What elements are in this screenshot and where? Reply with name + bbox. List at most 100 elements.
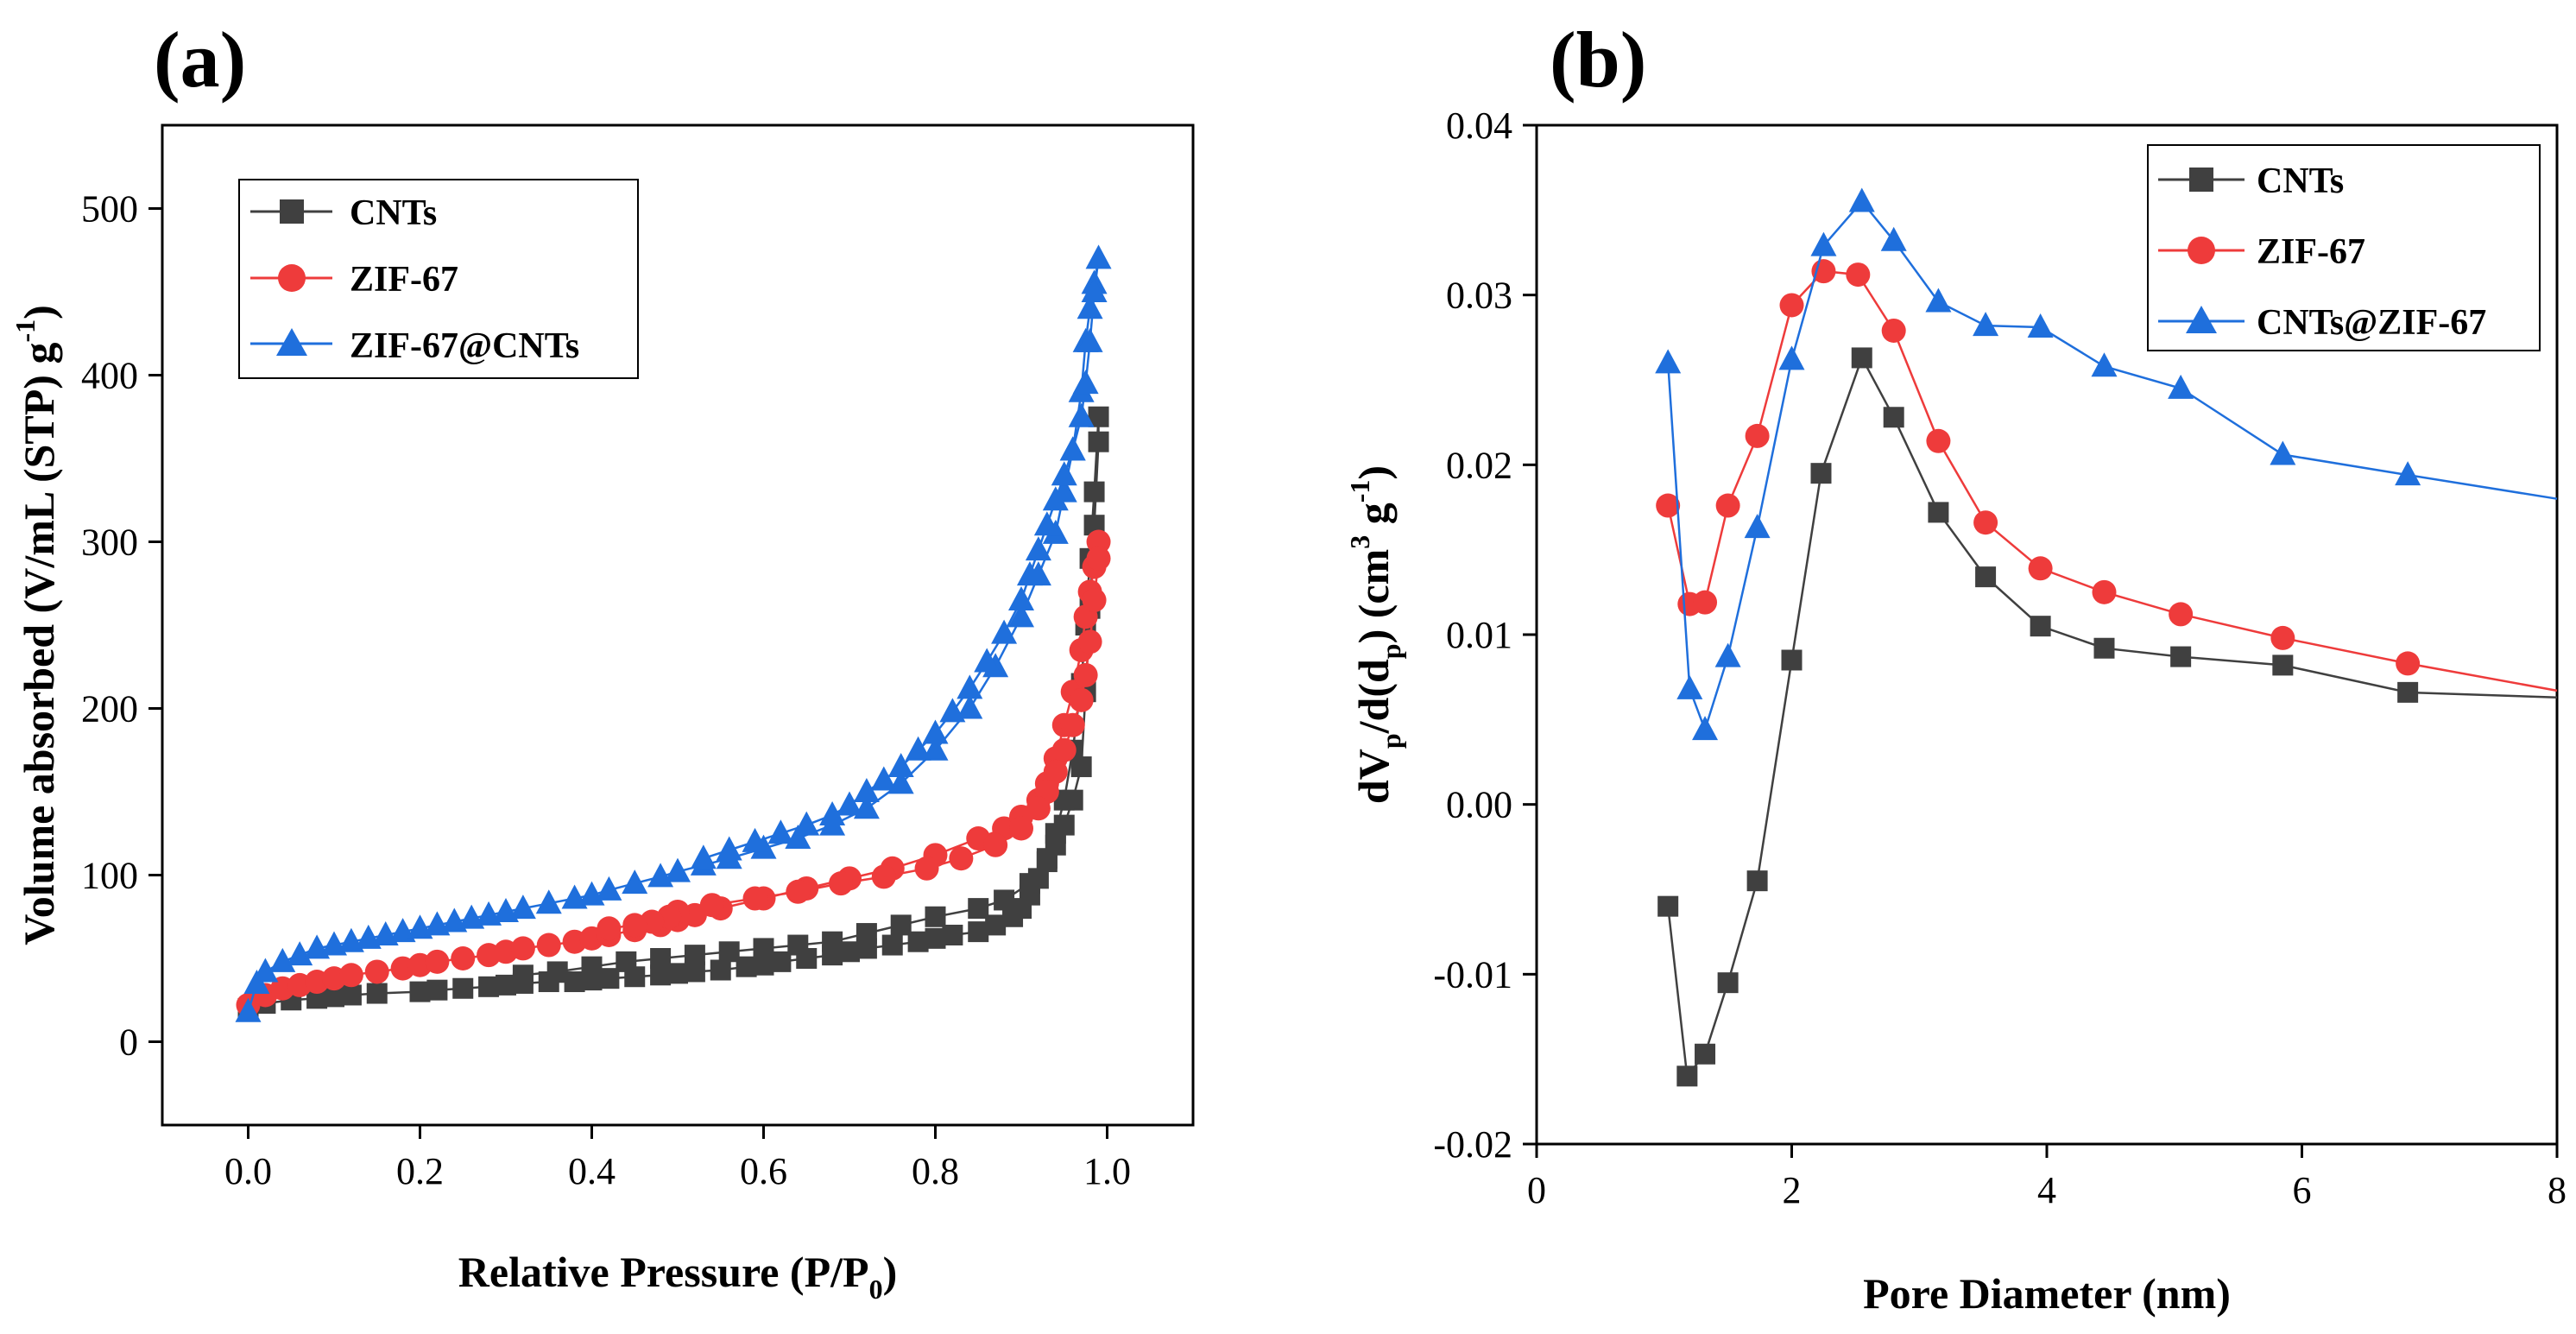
data-point: [871, 864, 896, 889]
data-point: [949, 846, 974, 871]
legend-marker-zifcnt-a: [276, 328, 307, 356]
data-point: [1051, 461, 1077, 486]
data-point: [2272, 654, 2294, 676]
data-point: [1076, 327, 1103, 352]
legend-marker-cntzif-b: [2186, 306, 2217, 333]
x-tick-label: 6: [2293, 1169, 2312, 1211]
data-point: [1881, 318, 1906, 343]
series-b: [1655, 187, 2558, 1087]
data-point: [2395, 461, 2421, 486]
data-point: [699, 893, 724, 918]
data-point: [914, 856, 939, 881]
data-point: [1810, 463, 1832, 484]
data-point: [452, 977, 474, 999]
data-point: [1076, 294, 1103, 319]
data-point: [2397, 681, 2419, 703]
data-point: [1693, 590, 1718, 615]
data-point: [1883, 407, 1904, 428]
y-tick-label: 0.04: [1446, 104, 1512, 147]
legend-a: CNTs ZIF-67 ZIF-67@CNTs: [238, 179, 639, 379]
data-point: [1655, 349, 1682, 374]
data-point: [881, 934, 903, 956]
data-point: [535, 889, 562, 914]
y-tick-label: 0.03: [1446, 275, 1512, 317]
data-point: [2270, 440, 2296, 465]
data-point: [922, 719, 949, 744]
data-point: [451, 946, 476, 970]
data-point: [1851, 347, 1872, 369]
x-tick-label: 4: [2037, 1169, 2056, 1211]
data-point: [991, 619, 1018, 644]
data-point: [1779, 293, 1804, 318]
data-point: [1025, 536, 1051, 561]
data-point: [1848, 187, 1875, 212]
y-tick-label: -0.02: [1433, 1123, 1512, 1166]
data-point: [787, 934, 809, 956]
data-point: [1070, 756, 1092, 778]
y-tick-label: 0.01: [1446, 614, 1512, 656]
data-point: [269, 947, 296, 972]
data-point: [1745, 423, 1770, 448]
data-point: [684, 945, 705, 966]
series-cnts: [1657, 347, 2558, 1087]
legend-label-cntzif-b: CNTs@ZIF-67: [2257, 303, 2486, 343]
data-point: [581, 956, 603, 977]
data-point: [1051, 737, 1076, 762]
y-tick-label: 100: [81, 855, 138, 897]
legend-marker-zif-a: [278, 264, 306, 292]
data-point: [1714, 642, 1741, 667]
data-point: [2092, 579, 2117, 604]
data-point: [786, 879, 811, 904]
data-point: [1082, 588, 1107, 613]
data-point: [1016, 561, 1043, 586]
data-point: [364, 959, 389, 984]
x-tick-label: 1.0: [1083, 1150, 1131, 1192]
data-point: [2168, 374, 2194, 399]
data-point: [1717, 972, 1739, 994]
data-point: [1928, 502, 1949, 523]
data-point: [822, 931, 843, 952]
data-point: [1846, 262, 1871, 288]
data-point: [718, 941, 740, 963]
data-point: [1008, 586, 1034, 611]
legend-marker-zif-b: [2188, 237, 2215, 264]
x-tick-label: 0.0: [224, 1150, 272, 1192]
data-point: [968, 898, 989, 920]
x-axis-title-a: Relative Pressure (P/P0): [458, 1248, 897, 1305]
series-cnts: [237, 406, 1109, 1019]
panel-a: (a) 0.0 0.2 0.4 0.6 0.8 1.0 0 100 200 300 400 500 V…: [9, 16, 1195, 1305]
data-point: [1973, 510, 1998, 535]
data-point: [942, 924, 963, 945]
data-point: [338, 963, 363, 988]
data-point: [1975, 566, 1997, 588]
data-point: [2170, 646, 2192, 667]
data-point: [939, 698, 966, 723]
x-tick-label: 2: [1783, 1169, 1802, 1211]
data-point: [1925, 288, 1952, 313]
data-point: [1692, 716, 1719, 741]
data-point: [546, 961, 568, 983]
data-point: [925, 906, 946, 927]
data-point: [1085, 244, 1112, 269]
legend-label-cnts-a: CNTs: [350, 193, 437, 233]
data-point: [819, 801, 846, 826]
data-point: [426, 979, 448, 1001]
data-point: [2027, 313, 2054, 338]
y-tick-label: 0: [119, 1021, 138, 1064]
data-point: [1069, 687, 1094, 712]
data-point: [837, 791, 862, 816]
data-point: [1068, 402, 1095, 427]
data-point: [853, 778, 880, 802]
x-tick-label: 0.4: [568, 1150, 616, 1192]
panel-label-b: (b): [1550, 16, 1646, 104]
y-tick-label: 200: [81, 688, 138, 730]
x-tick-label: 8: [2548, 1169, 2567, 1211]
y-tick-label: -0.01: [1433, 953, 1512, 996]
data-point: [340, 984, 362, 1006]
data-point: [1059, 436, 1086, 461]
data-point: [665, 857, 691, 882]
data-point: [1695, 1043, 1716, 1065]
legend-label-zif-b: ZIF-67: [2257, 232, 2365, 272]
data-point: [983, 832, 1008, 857]
